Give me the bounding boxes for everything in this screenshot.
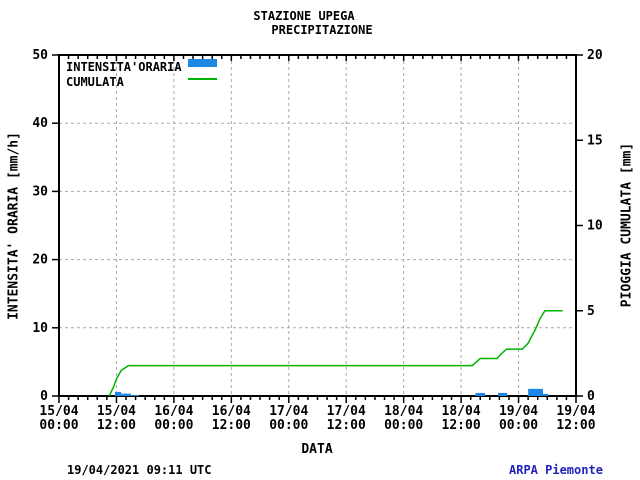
legend-item-cumulata: CUMULATA xyxy=(66,71,226,89)
y-left-tick-label: 20 xyxy=(32,253,48,268)
y-left-tick-label: 10 xyxy=(32,321,48,336)
y-right-tick-label: 10 xyxy=(587,219,603,234)
x-tick-time-label: 12:00 xyxy=(556,418,595,433)
y-left-axis-title: INTENSITA' ORARIA [mm/h] xyxy=(6,132,22,320)
y-left-tick-label: 40 xyxy=(32,116,48,131)
x-tick-date-label: 18/04 xyxy=(384,404,423,419)
x-tick-time-label: 00:00 xyxy=(154,418,193,433)
intensity-bar xyxy=(115,391,122,396)
x-tick-time-label: 12:00 xyxy=(97,418,136,433)
cumulata-line xyxy=(108,310,563,397)
y-left-tick-label: 30 xyxy=(32,184,48,199)
y-left-tick-label: 50 xyxy=(32,48,48,63)
x-tick-time-label: 12:00 xyxy=(212,418,251,433)
legend-item-intensity: INTENSITA'ORARIA xyxy=(66,56,226,74)
plot-frame xyxy=(58,54,577,397)
x-tick-time-label: 12:00 xyxy=(442,418,481,433)
x-tick-date-label: 17/04 xyxy=(327,404,366,419)
y-right-tick-label: 5 xyxy=(587,304,595,319)
intensity-swatch-icon xyxy=(188,59,217,67)
x-tick-date-label: 18/04 xyxy=(442,404,481,419)
x-tick-time-label: 00:00 xyxy=(269,418,308,433)
intensity-bar xyxy=(542,393,549,396)
x-tick-time-label: 00:00 xyxy=(39,418,78,433)
y-right-tick-label: 20 xyxy=(587,48,603,63)
x-tick-time-label: 00:00 xyxy=(499,418,538,433)
intensity-bar xyxy=(497,392,508,396)
x-tick-date-label: 19/04 xyxy=(556,404,595,419)
intensity-bar xyxy=(130,394,139,396)
intensity-bar xyxy=(528,388,543,396)
chart-title-line2: PRECIPITAZIONE xyxy=(271,23,373,37)
x-tick-date-label: 16/04 xyxy=(154,404,193,419)
x-tick-date-label: 16/04 xyxy=(212,404,251,419)
chart-title-line1: STAZIONE UPEGA xyxy=(253,9,355,23)
intensity-bar xyxy=(475,392,486,396)
intensity-bar xyxy=(121,393,131,396)
legend-label-intensity: INTENSITA'ORARIA xyxy=(66,60,182,74)
x-tick-time-label: 12:00 xyxy=(327,418,366,433)
cumulata-swatch-icon xyxy=(188,78,217,80)
y-right-tick-label: 15 xyxy=(587,133,603,148)
x-tick-date-label: 19/04 xyxy=(499,404,538,419)
issue-timestamp: 19/04/2021 09:11 UTC xyxy=(67,463,212,477)
y-right-axis-title: PIOGGIA CUMULATA [mm] xyxy=(619,142,635,308)
x-tick-date-label: 17/04 xyxy=(269,404,308,419)
agency-credit: ARPA Piemonte xyxy=(509,463,603,477)
x-tick-date-label: 15/04 xyxy=(97,404,136,419)
y-right-tick-label: 0 xyxy=(587,389,595,404)
legend-label-cumulata: CUMULATA xyxy=(66,75,124,89)
x-tick-time-label: 00:00 xyxy=(384,418,423,433)
legend: INTENSITA'ORARIA CUMULATA xyxy=(66,56,226,89)
x-tick-date-label: 15/04 xyxy=(39,404,78,419)
x-axis-title: DATA xyxy=(301,442,333,457)
y-left-tick-label: 0 xyxy=(40,389,48,404)
